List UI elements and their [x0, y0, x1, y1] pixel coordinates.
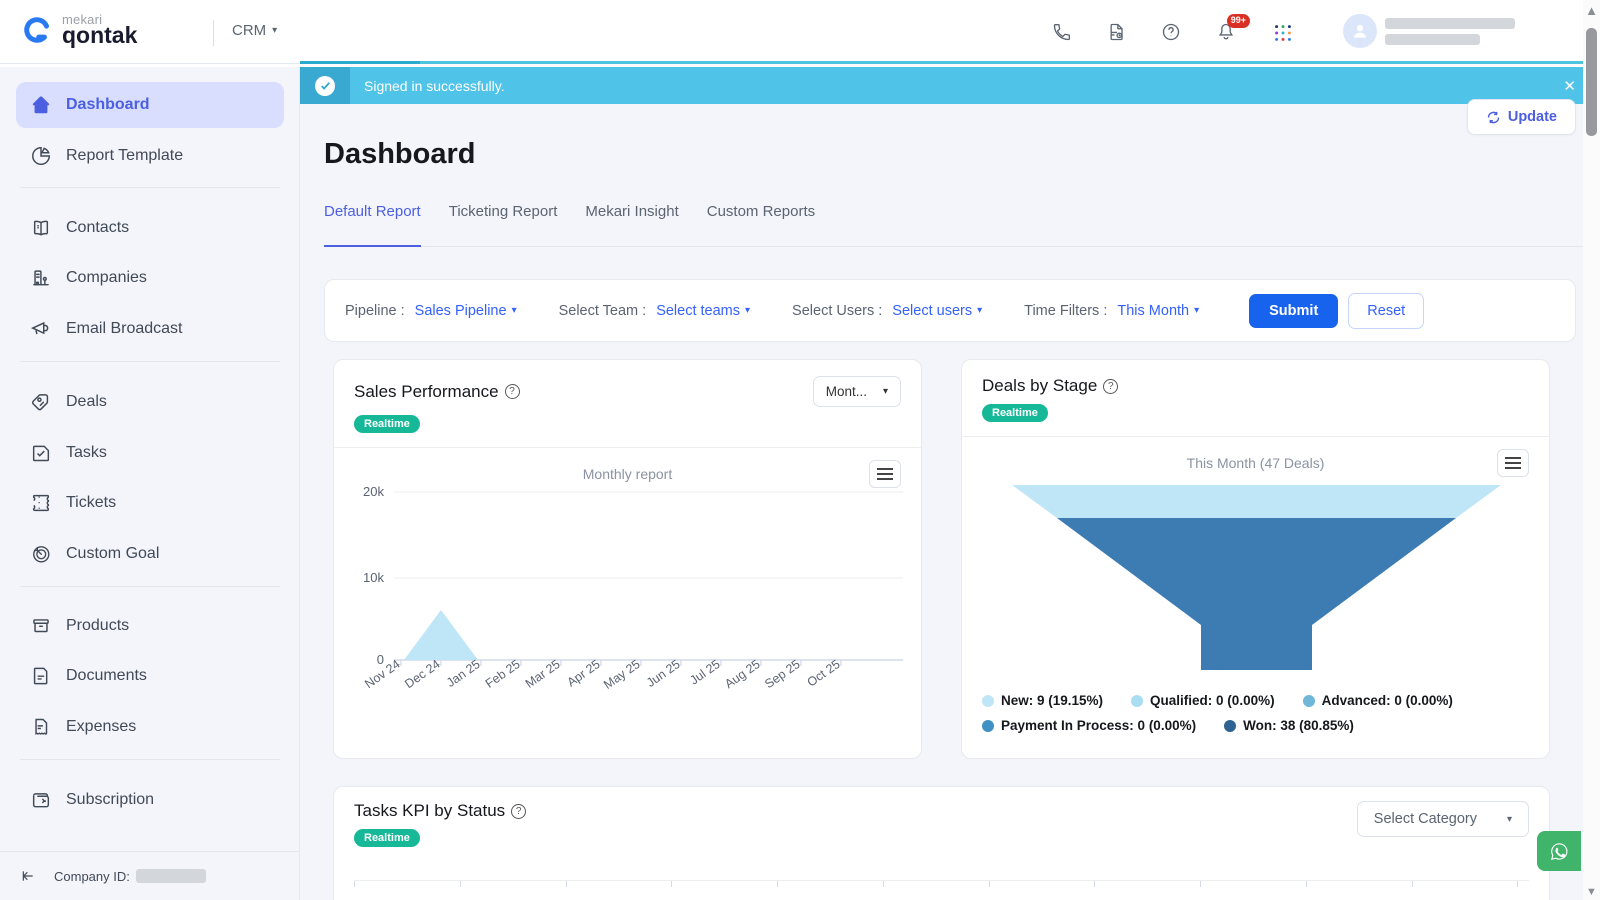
svg-text:Aug 25: Aug 25	[722, 657, 763, 691]
svg-text:Jun 25: Jun 25	[644, 657, 683, 690]
svg-text:Apr 25: Apr 25	[565, 657, 603, 690]
svg-text:Mar 25: Mar 25	[523, 657, 563, 691]
svg-text:Dec 24: Dec 24	[402, 657, 443, 691]
svg-text:Jan 25: Jan 25	[444, 657, 483, 690]
svg-text:May 25: May 25	[601, 657, 643, 692]
svg-text:Oct 25: Oct 25	[805, 657, 843, 690]
svg-text:Sep 25: Sep 25	[762, 657, 803, 691]
svg-text:Jul 25: Jul 25	[687, 657, 722, 688]
svg-text:20k: 20k	[363, 484, 384, 499]
svg-text:Feb 25: Feb 25	[483, 657, 523, 691]
svg-text:10k: 10k	[363, 570, 384, 585]
